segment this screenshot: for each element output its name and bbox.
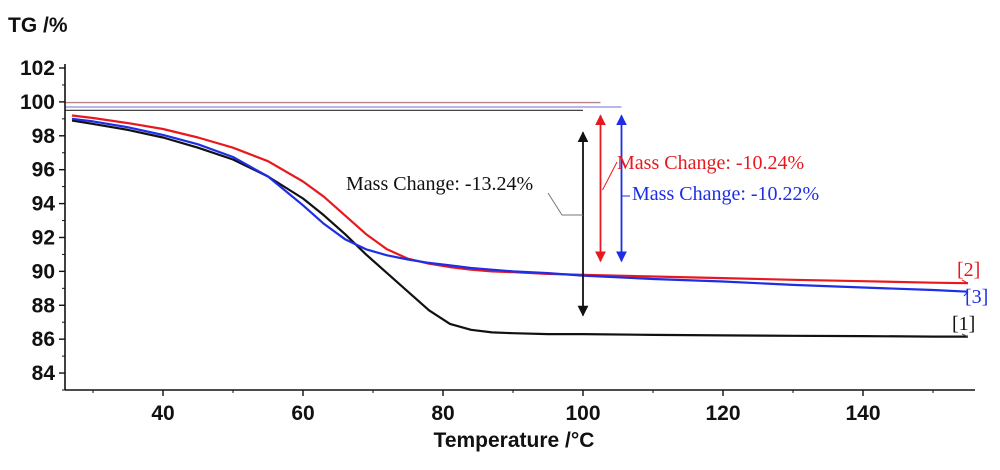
leader-line-1: [547, 192, 583, 216]
y-tick-label: 94: [32, 193, 56, 216]
y-tick-label: 86: [32, 328, 55, 351]
annotation-label-1: Mass Change: -13.24%: [346, 173, 533, 195]
series-lines: [71, 114, 969, 338]
y-tick-label: 90: [32, 260, 55, 283]
annotations: [547, 114, 969, 338]
x-tick-label: 60: [291, 402, 314, 425]
reference-lines: [65, 101, 622, 112]
y-tick-label: 92: [32, 226, 55, 249]
x-tick-label: 40: [151, 402, 174, 425]
axes: 84 86 88 90 92 94 96 98 100 102 40 60 80 100 120 140: [20, 57, 975, 425]
series-tag-3: [3]: [965, 286, 988, 308]
y-tick-label: 100: [20, 91, 55, 114]
series-tag-leader-2: [961, 279, 969, 284]
x-tick-label: 120: [705, 402, 740, 425]
series-tag-2: [2]: [957, 259, 980, 281]
x-axis-title: Temperature /°C: [434, 429, 595, 452]
series-tag-1: [1]: [952, 313, 975, 335]
series-line-1: [71, 119, 968, 338]
annotation-label-2: Mass Change: -10.24%: [617, 152, 804, 174]
y-tick-label: 84: [32, 362, 56, 385]
y-axis-title: TG /%: [8, 14, 68, 37]
leader-line-2: [602, 161, 618, 191]
y-tick-label: 98: [32, 125, 56, 148]
annotation-label-3: Mass Change: -10.22%: [632, 183, 819, 205]
y-tick-label: 96: [32, 159, 55, 182]
x-tick-label: 80: [431, 402, 454, 425]
y-tick-label: 88: [32, 294, 56, 317]
x-tick-label: 140: [845, 402, 880, 425]
x-tick-label: 100: [565, 402, 600, 425]
series-line-3: [71, 117, 969, 293]
series-line-2: [71, 114, 969, 285]
series-tag-leader-3: [963, 291, 969, 297]
y-tick-label: 102: [20, 57, 55, 80]
series-tag-leader-1: [961, 333, 969, 338]
